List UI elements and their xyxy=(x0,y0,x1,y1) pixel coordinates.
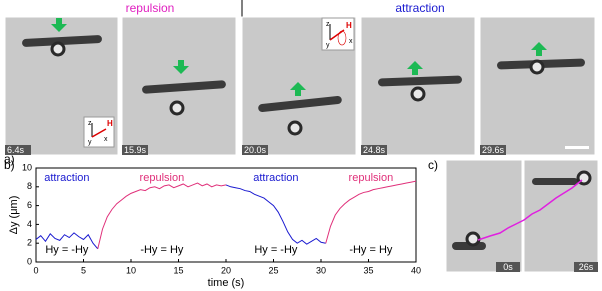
frame xyxy=(479,16,596,156)
time-label: 26s xyxy=(579,262,594,272)
arrow xyxy=(51,18,67,32)
inset-label: y xyxy=(326,42,330,49)
time-label: 0s xyxy=(503,262,513,272)
data-line xyxy=(35,232,99,250)
inset: z H y x xyxy=(83,116,115,148)
data-line xyxy=(225,184,326,245)
time-label: 29.6s xyxy=(482,145,505,155)
inset-rotation xyxy=(337,30,347,46)
field-annotation: -Hy = Hy xyxy=(140,244,184,256)
x-axis-label: time (s) xyxy=(208,277,245,289)
time-box xyxy=(480,145,506,155)
inset-label: x xyxy=(349,38,353,45)
series-label: attraction xyxy=(253,172,298,184)
time-box xyxy=(122,145,148,155)
inset-label: H xyxy=(107,119,113,128)
y-tick-label: 6 xyxy=(27,200,32,210)
data-line xyxy=(97,182,227,249)
time-box xyxy=(5,145,31,155)
x-tick-label: 15 xyxy=(173,265,183,275)
panel-label: b) xyxy=(4,158,15,172)
x-tick-label: 35 xyxy=(363,265,373,275)
time-box xyxy=(496,262,520,272)
panel-label: a) xyxy=(4,152,15,166)
time-box xyxy=(361,145,387,155)
x-tick-label: 5 xyxy=(81,265,86,275)
y-tick-label: 2 xyxy=(27,238,32,248)
x-tick-label: 0 xyxy=(33,265,38,275)
time-label: 15.9s xyxy=(124,145,147,155)
series-label: attraction xyxy=(44,172,89,184)
bead xyxy=(169,100,185,116)
y-tick-label: 10 xyxy=(22,162,32,172)
inset-field xyxy=(91,128,107,138)
inset-label: y xyxy=(88,139,92,146)
frames xyxy=(4,16,596,156)
inset-label: H xyxy=(346,21,352,30)
rod xyxy=(258,96,342,112)
frame xyxy=(445,159,523,273)
panel-c xyxy=(445,159,599,273)
bead xyxy=(50,41,66,57)
x-tick-label: 40 xyxy=(411,265,421,275)
series-label: repulsion xyxy=(140,172,185,184)
arrow xyxy=(290,82,306,96)
inset: z H y x xyxy=(321,17,355,51)
data-line xyxy=(325,180,417,244)
header: attraction xyxy=(395,1,444,15)
time-label: 24.8s xyxy=(363,145,386,155)
rod xyxy=(532,178,578,185)
rod xyxy=(142,80,226,94)
bead xyxy=(410,86,426,102)
rod xyxy=(378,75,462,87)
field-annotation: Hy = -Hy xyxy=(45,244,89,256)
y-tick-label: 8 xyxy=(27,181,32,191)
frame xyxy=(360,16,476,156)
time-label: 20.0s xyxy=(244,145,267,155)
time-box xyxy=(242,145,268,155)
arrow xyxy=(531,42,547,56)
inset-label: z xyxy=(326,21,330,28)
x-tick-label: 25 xyxy=(268,265,278,275)
arrow xyxy=(173,60,189,74)
inset-box xyxy=(83,116,115,148)
x-tick-label: 20 xyxy=(221,265,231,275)
bead xyxy=(465,231,481,247)
panel-label: c) xyxy=(428,158,438,172)
scale-bar xyxy=(565,146,589,149)
time-label: 6.4s xyxy=(7,145,25,155)
y-tick-label: 4 xyxy=(27,219,32,229)
bead xyxy=(287,120,303,136)
x-tick-label: 10 xyxy=(126,265,136,275)
y-tick-label: 0 xyxy=(27,256,32,266)
inset-label: x xyxy=(104,136,108,143)
rod xyxy=(22,35,102,47)
x-tick-label: 30 xyxy=(316,265,326,275)
inset-field xyxy=(329,29,345,41)
time-box xyxy=(574,262,598,272)
y-axis-label: Δy (μm) xyxy=(8,196,20,235)
inset-label: z xyxy=(88,120,92,127)
trajectory xyxy=(477,179,583,241)
bead xyxy=(529,59,545,75)
field-annotation: -Hy = Hy xyxy=(349,244,393,256)
field-annotation: Hy = -Hy xyxy=(254,244,298,256)
arrow xyxy=(407,61,423,75)
series-label: repulsion xyxy=(349,172,394,184)
header: repulsion xyxy=(126,1,175,15)
